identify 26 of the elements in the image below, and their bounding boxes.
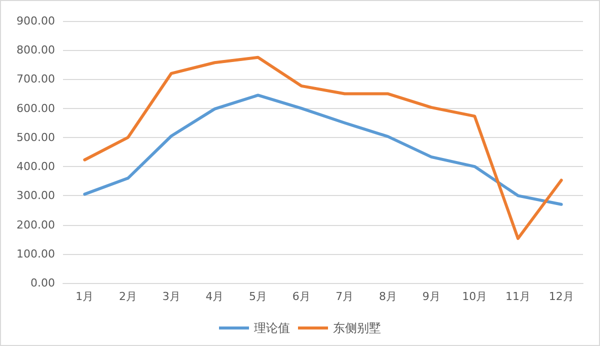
y-tick-label: 0.00: [30, 276, 55, 290]
x-tick-label: 5月: [249, 290, 267, 303]
x-tick-label: 4月: [206, 290, 224, 303]
y-tick-label: 900.00: [16, 14, 55, 28]
line-series: [83, 56, 563, 240]
y-tick-label: 400.00: [16, 160, 55, 174]
x-tick-label: 1月: [76, 290, 94, 303]
y-tick-label: 200.00: [16, 218, 55, 232]
x-tick-label: 6月: [292, 290, 310, 303]
x-tick-label: 2月: [119, 290, 137, 303]
y-tick-label: 700.00: [16, 72, 55, 86]
x-tick-label: 12月: [548, 290, 574, 303]
y-tick-label: 100.00: [16, 247, 55, 260]
y-tick-label: 800.00: [16, 44, 55, 57]
line-series: [83, 94, 563, 206]
x-tick-label: 7月: [336, 290, 354, 303]
x-tick-label: 11月: [506, 290, 530, 303]
x-tick-label: 10月: [462, 290, 488, 303]
y-tick-label: 300.00: [16, 189, 55, 202]
y-tick-label: 500.00: [16, 130, 55, 144]
y-tick-label: 600.00: [16, 102, 55, 115]
legend-label: 理论值: [254, 321, 290, 335]
x-tick-label: 9月: [422, 290, 440, 303]
x-tick-label: 8月: [379, 290, 397, 303]
x-tick-label: 3月: [162, 290, 180, 303]
legend-label: 东侧别墅: [333, 321, 381, 335]
